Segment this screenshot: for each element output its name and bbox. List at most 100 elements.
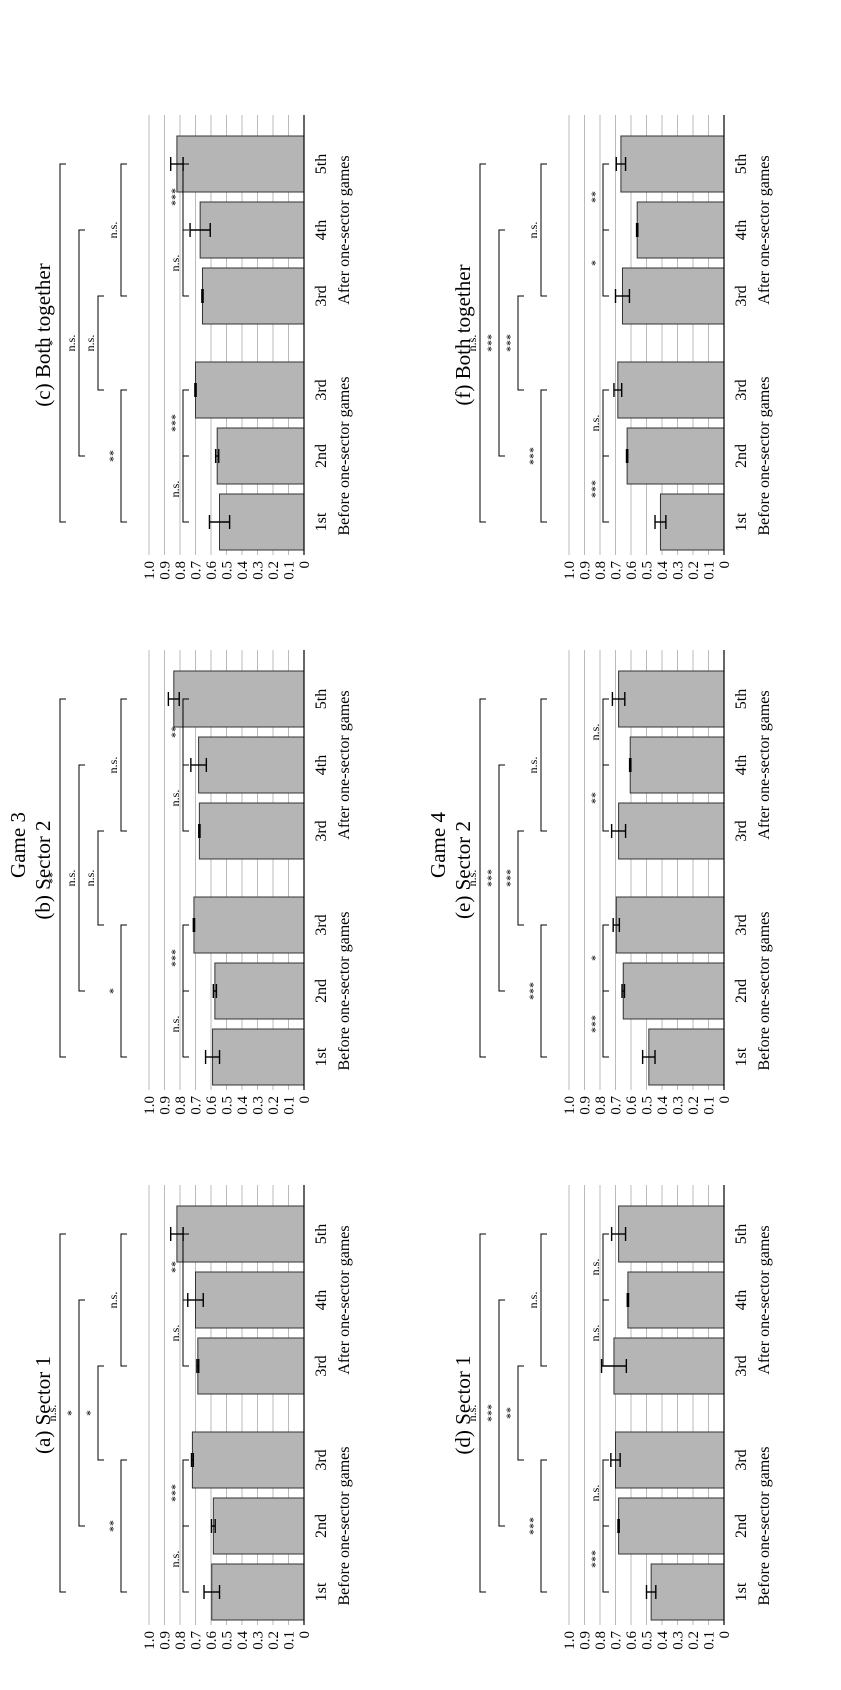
y-tick-label: 0.4 xyxy=(235,1631,251,1650)
category-label: 1st xyxy=(733,512,750,531)
significance-bracket xyxy=(540,1459,547,1593)
game-title-top: Game 3 xyxy=(6,812,30,878)
significance-bracket xyxy=(97,830,104,926)
y-tick-label: 0 xyxy=(717,561,733,569)
significance-label: n.s. xyxy=(465,1405,479,1422)
bar xyxy=(199,201,305,259)
y-tick-label: 0.8 xyxy=(173,1096,189,1115)
significance-bracket xyxy=(540,1233,547,1367)
significance-label: n.s. xyxy=(465,335,479,352)
bar xyxy=(613,1337,725,1395)
y-tick-label: 0.9 xyxy=(578,1631,594,1650)
significance-label: n.s. xyxy=(588,1485,602,1502)
significance-bracket xyxy=(602,698,609,766)
significance-label: n.s. xyxy=(588,724,602,741)
category-label: 4th xyxy=(733,755,750,775)
y-tick-label: 0.3 xyxy=(671,1631,687,1650)
significance-label: *** xyxy=(526,1517,540,1535)
y-tick-label: 0.6 xyxy=(204,1631,220,1650)
significance-label: *** xyxy=(588,1015,602,1033)
y-tick-label: 0.3 xyxy=(251,1096,267,1115)
significance-label: *** xyxy=(484,1404,498,1422)
significance-bracket xyxy=(479,163,486,523)
significance-label: *** xyxy=(503,334,517,352)
significance-bracket xyxy=(517,1365,524,1461)
group-label: Before one-sector games xyxy=(336,1446,353,1605)
category-label: 3rd xyxy=(733,820,750,841)
significance-label: n.s. xyxy=(106,222,120,239)
y-tick-label: 0.3 xyxy=(251,561,267,580)
y-tick-label: 0.1 xyxy=(282,1631,298,1650)
y-tick-label: 0.4 xyxy=(655,561,671,580)
bar xyxy=(193,896,305,954)
bar xyxy=(627,1271,725,1329)
significance-bracket xyxy=(602,990,609,1058)
y-tick-label: 0.4 xyxy=(235,561,251,580)
bar xyxy=(636,201,725,259)
bar xyxy=(198,802,305,860)
category-label: 2nd xyxy=(313,1514,330,1538)
bar xyxy=(618,670,725,728)
y-tick-label: 0.8 xyxy=(173,561,189,580)
y-tick-label: 0.5 xyxy=(640,561,656,580)
significance-bracket xyxy=(182,1233,189,1301)
category-label: 3rd xyxy=(313,285,330,306)
category-label: 2nd xyxy=(733,979,750,1003)
significance-label: n.s. xyxy=(168,1016,182,1033)
significance-bracket xyxy=(182,764,189,832)
significance-bracket xyxy=(540,163,547,297)
significance-bracket xyxy=(78,764,85,992)
significance-bracket xyxy=(182,1299,189,1367)
y-tick-label: 0.2 xyxy=(266,561,282,580)
significance-bracket xyxy=(540,698,547,832)
y-tick-label: 0.1 xyxy=(702,1096,718,1115)
chart-panel: (a) Sector 1 00.10.20.30.40.50.60.70.80.9… xyxy=(31,1185,353,1650)
significance-bracket xyxy=(182,389,189,457)
group-label: Before one-sector games xyxy=(756,911,773,1070)
chart-panel: (d) Sector 1 00.10.20.30.40.50.60.70.80.9… xyxy=(451,1185,773,1650)
y-tick-label: 0.3 xyxy=(671,561,687,580)
y-tick-label: 0.3 xyxy=(671,1096,687,1115)
bar xyxy=(195,361,305,419)
significance-label: *** xyxy=(168,414,182,432)
significance-bracket xyxy=(120,1459,127,1593)
significance-label: *** xyxy=(484,334,498,352)
panels-group: (a) Sector 100.10.20.30.40.50.60.70.80.9… xyxy=(31,115,773,1650)
significance-label: * xyxy=(83,1410,97,1416)
category-label: 3rd xyxy=(313,379,330,400)
significance-bracket xyxy=(182,1459,189,1527)
significance-bracket xyxy=(602,229,609,297)
y-tick-label: 1.0 xyxy=(562,1631,578,1650)
bar xyxy=(648,1028,725,1086)
significance-label: n.s. xyxy=(168,481,182,498)
y-tick-label: 0.5 xyxy=(220,1096,236,1115)
category-label: 3rd xyxy=(313,820,330,841)
y-tick-label: 0 xyxy=(297,1096,313,1104)
bar xyxy=(618,1497,725,1555)
significance-label: ** xyxy=(168,1261,182,1273)
bar xyxy=(617,361,725,419)
significance-label: n.s. xyxy=(64,870,78,887)
y-tick-label: 0.7 xyxy=(609,561,625,580)
significance-bracket xyxy=(120,389,127,523)
significance-bracket xyxy=(602,764,609,832)
group-label: Before one-sector games xyxy=(756,1446,773,1605)
significance-label: n.s. xyxy=(106,1292,120,1309)
significance-label: n.s. xyxy=(526,757,540,774)
bar xyxy=(622,962,725,1020)
category-label: 5th xyxy=(733,1224,750,1244)
significance-label: * xyxy=(106,988,120,994)
significance-label: ** xyxy=(168,726,182,738)
y-tick-label: 0.5 xyxy=(220,561,236,580)
significance-label: *** xyxy=(484,869,498,887)
category-label: 3rd xyxy=(733,379,750,400)
category-label: 2nd xyxy=(733,1514,750,1538)
significance-label: *** xyxy=(526,982,540,1000)
chart-panel: (c) Both together00.10.20.30.40.50.60.70… xyxy=(31,115,353,580)
significance-label: n.s. xyxy=(588,1325,602,1342)
significance-label: n.s. xyxy=(83,870,97,887)
significance-bracket xyxy=(517,295,524,391)
y-tick-label: 0.2 xyxy=(266,1631,282,1650)
group-label: After one-sector games xyxy=(336,1225,353,1374)
